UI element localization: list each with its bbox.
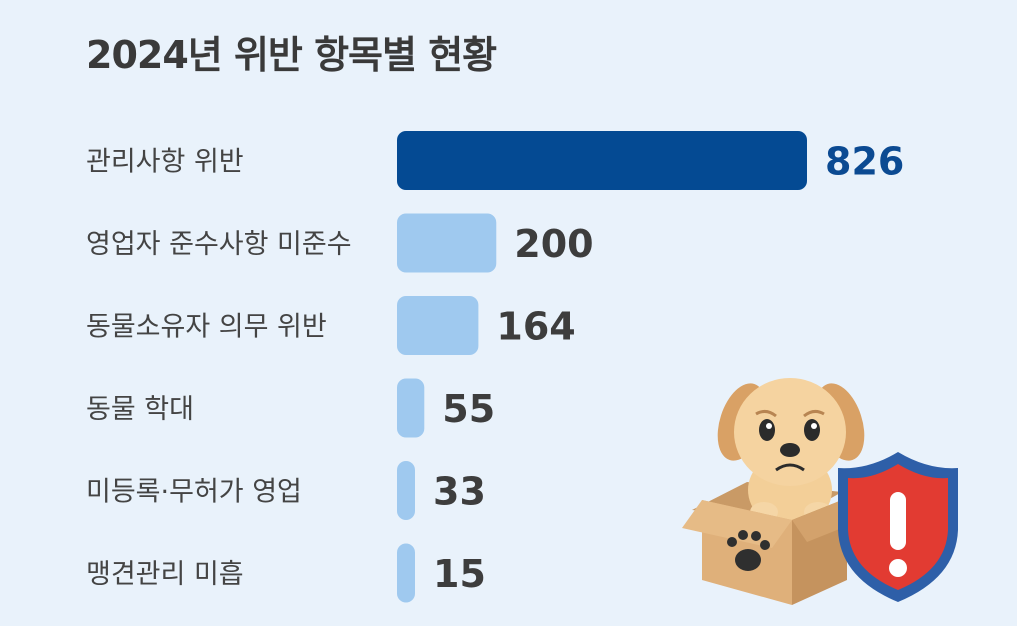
value-label: 55 [442,387,495,431]
value-label: 33 [433,470,486,514]
category-label: 미등록·무허가 영업 [86,477,302,508]
category-label: 맹견관리 미흡 [86,559,244,590]
bar [397,378,425,438]
value-label: 200 [514,222,593,266]
bar [397,543,415,603]
illustration [682,378,958,605]
chart-title: 2024년 위반 항목별 현황 [86,33,497,77]
bar [397,296,479,355]
bar [397,131,807,190]
category-label: 영업자 준수사항 미준수 [86,229,352,260]
category-label: 관리사항 위반 [86,147,244,178]
value-label: 15 [433,552,486,596]
bar [397,461,415,520]
bar [397,213,497,273]
category-label: 동물 학대 [86,394,194,425]
shield-exclamation-icon [838,452,958,602]
value-label: 164 [496,305,575,349]
value-label: 826 [825,140,904,184]
category-label: 동물소유자 의무 위반 [86,312,327,343]
